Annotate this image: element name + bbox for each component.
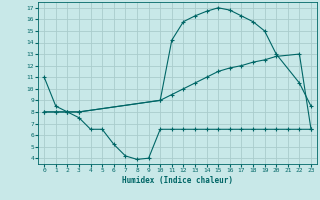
X-axis label: Humidex (Indice chaleur): Humidex (Indice chaleur) xyxy=(122,176,233,185)
